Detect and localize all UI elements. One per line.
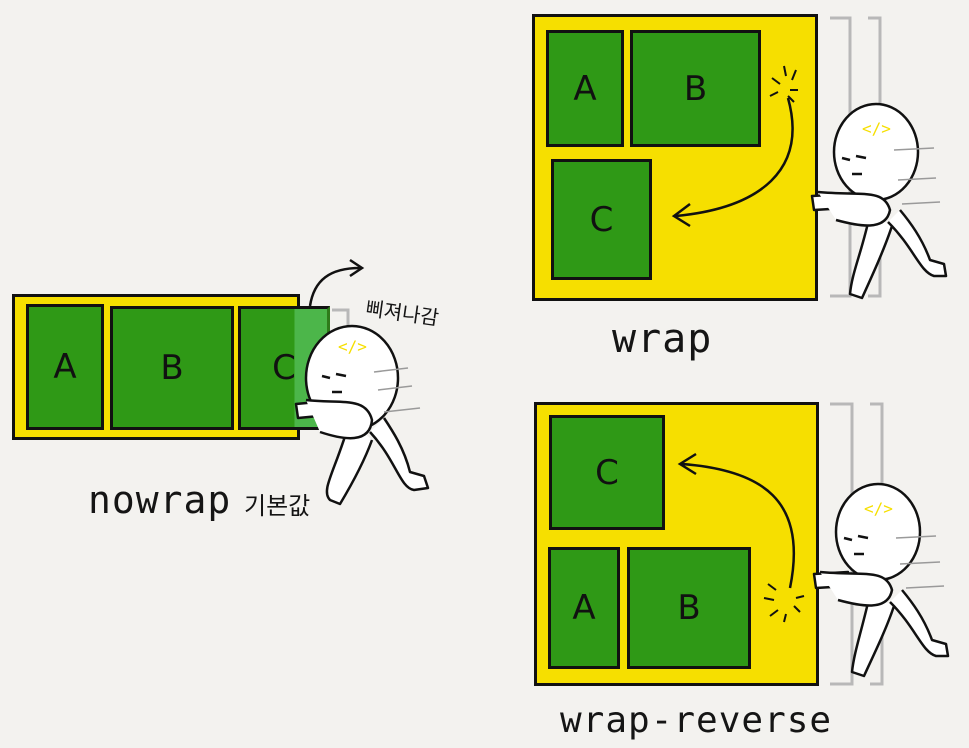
wrap-reverse-arrowhead — [677, 452, 697, 476]
wrap-reverse-arrow — [681, 462, 796, 589]
wrap-arrowhead — [671, 203, 691, 228]
wrap-reverse-caption: wrap-reverse — [560, 700, 833, 741]
wrap-item-b: B — [630, 30, 761, 147]
wrap-reverse-spark-icon — [763, 583, 805, 623]
nowrap-item-b: B — [110, 306, 234, 430]
wrap-item-a: A — [546, 30, 624, 147]
svg-text:</>: </> — [338, 337, 367, 356]
wrap-caption: wrap — [612, 316, 713, 362]
nowrap-caption: nowrap — [88, 478, 232, 522]
wrap-item-c: C — [551, 159, 652, 280]
nowrap-pushing-character-icon: </> — [294, 324, 430, 506]
wrap-spark-icon — [769, 65, 798, 103]
wrap-reverse-item-a: A — [548, 547, 620, 669]
wrap-pushing-character-icon: </> — [810, 102, 948, 300]
wrap-reverse-item-b: B — [627, 547, 751, 669]
wrap-reverse-pushing-character-icon: </> — [812, 482, 950, 678]
svg-text:</>: </> — [862, 119, 891, 138]
svg-text:</>: </> — [864, 499, 893, 518]
overflow-arrowhead — [349, 258, 365, 278]
wrap-arrow — [675, 97, 794, 218]
overflow-arrow — [308, 266, 361, 307]
wrap-reverse-item-c: C — [549, 415, 665, 530]
nowrap-item-a: A — [26, 304, 104, 430]
motion-lines-icon — [373, 147, 945, 589]
nowrap-default-note: 기본값 — [244, 492, 311, 520]
